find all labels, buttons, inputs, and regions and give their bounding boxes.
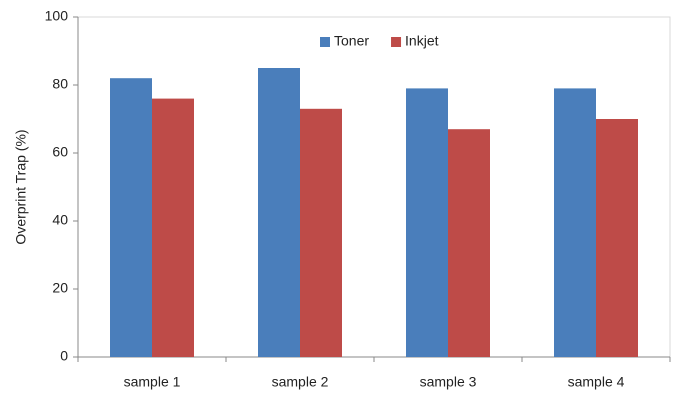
y-axis-label: Overprint Trap (%)	[13, 129, 29, 244]
bar	[110, 78, 152, 357]
bar	[300, 108, 342, 357]
bar	[152, 98, 194, 357]
bar	[448, 129, 490, 357]
bar	[554, 88, 596, 358]
legend-label: Inkjet	[405, 33, 439, 49]
y-tick-label: 60	[52, 144, 68, 160]
y-tick-label: 80	[52, 76, 68, 92]
y-tick-label: 100	[45, 8, 69, 24]
y-tick-label: 0	[60, 348, 68, 364]
bar	[596, 119, 638, 357]
legend-swatch	[391, 37, 402, 47]
legend-swatch	[320, 37, 330, 47]
legend-label: Toner	[334, 33, 369, 49]
bar	[406, 88, 448, 358]
bar	[258, 68, 300, 357]
x-tick-label: sample 2	[272, 374, 329, 390]
x-tick-label: sample 3	[420, 374, 477, 390]
x-tick-label: sample 4	[568, 374, 625, 390]
x-tick-label: sample 1	[124, 374, 181, 390]
y-tick-label: 20	[52, 280, 68, 296]
y-tick-label: 40	[52, 212, 68, 228]
